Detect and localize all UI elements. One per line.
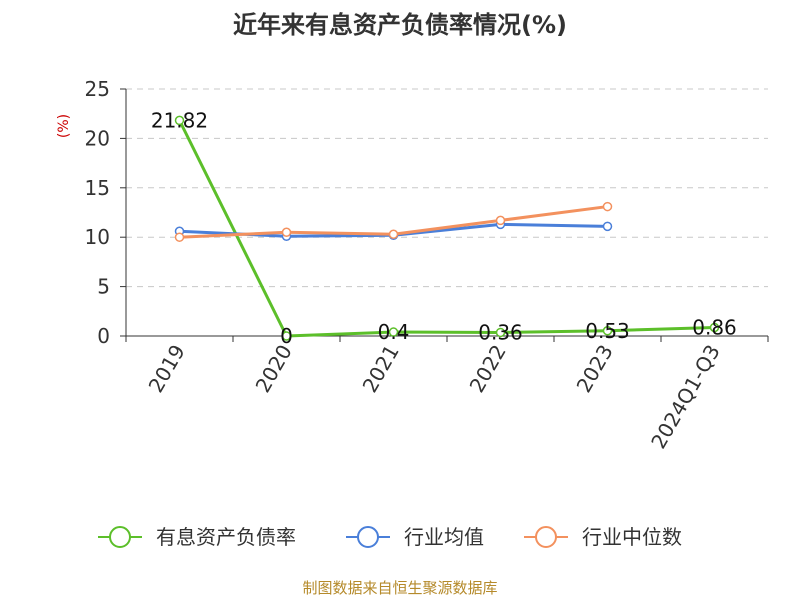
legend-item-0[interactable]: 有息资产负债率 [98,525,296,549]
legend-marker [109,526,131,548]
data-label: 0.86 [692,316,737,340]
grid-lines [126,88,768,288]
legend-item-2[interactable]: 行业中位数 [524,525,682,549]
series-lines [174,115,720,341]
y-tick-label: 0 [97,324,110,348]
data-label: 0.36 [478,320,523,344]
y-axis-unit: (%) [56,114,72,138]
data-point [174,232,185,242]
x-tick-label: 2019 [144,341,190,397]
legend-marker [535,526,557,548]
y-tick-label: 5 [97,275,110,299]
y-tick-label: 10 [85,225,110,249]
legend-marker [357,526,379,548]
data-point [388,229,399,239]
data-point [602,221,613,232]
data-point [281,331,292,341]
source-note: 制图数据来自恒生聚源数据库 [302,579,497,597]
data-point [281,227,292,238]
data-point [602,201,613,212]
data-label: 0.53 [585,319,630,343]
data-label: 0 [280,324,293,348]
data-point [174,115,185,126]
x-tick-label: 2024Q1-Q3 [646,341,725,453]
legend[interactable]: 有息资产负债率 行业均值 行业中位数 [98,525,682,549]
series-line-0 [178,118,716,338]
data-point [388,327,399,337]
data-point [495,327,506,338]
legend-label: 行业均值 [404,525,484,549]
x-tick-label: 2022 [465,341,511,397]
y-tick-label: 20 [85,126,110,150]
y-tick-label: 15 [85,176,110,200]
data-point [602,326,613,336]
data-label: 0.4 [378,320,410,344]
data-labels: 21.82 0 0.4 0.36 0.53 0.86 [151,108,737,348]
x-tick-label: 2021 [358,341,404,397]
data-point [495,215,506,226]
data-point [709,322,720,333]
legend-item-1[interactable]: 行业均值 [346,525,484,549]
chart-title: 近年来有息资产负债率情况(%) [233,11,567,39]
x-tick-label: 2020 [251,341,297,397]
data-label: 21.82 [151,108,208,132]
legend-label: 行业中位数 [582,525,682,549]
legend-label: 有息资产负债率 [156,525,296,549]
x-tick-label: 2023 [572,341,618,397]
y-tick-label: 25 [85,77,110,101]
